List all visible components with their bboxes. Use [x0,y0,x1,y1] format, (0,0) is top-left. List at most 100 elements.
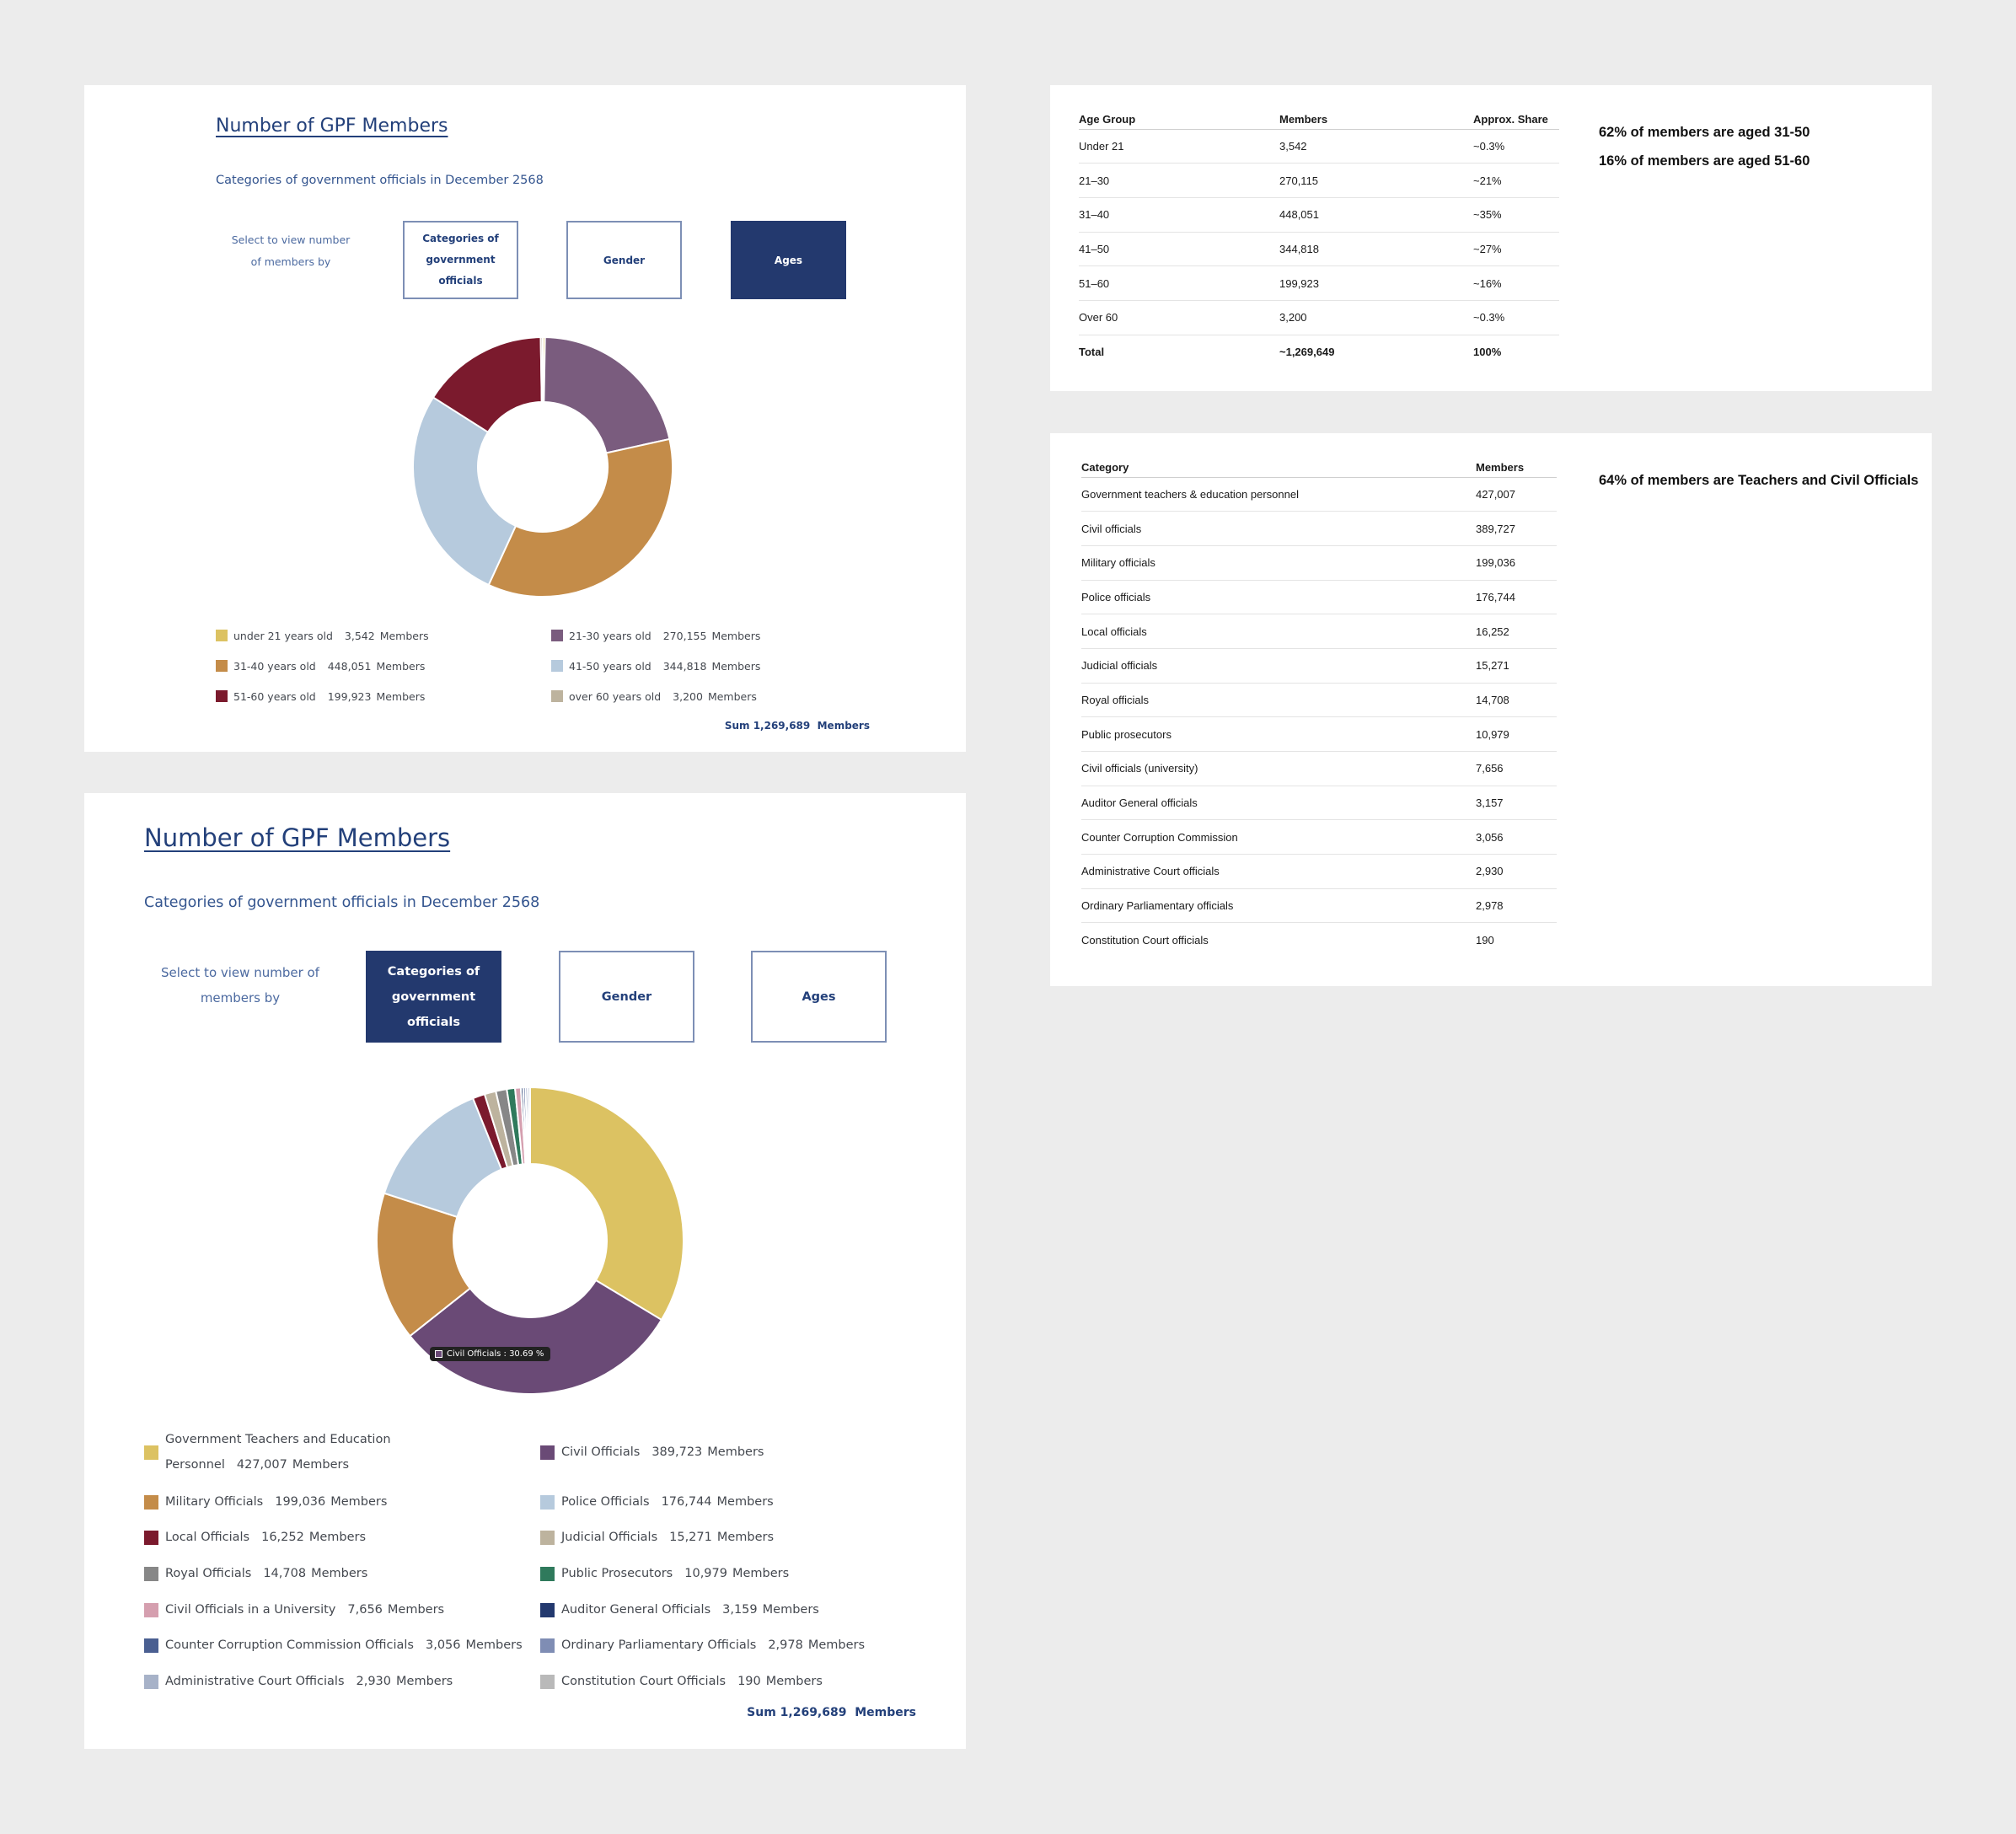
legend-swatch [551,690,563,702]
legend-swatch [216,630,228,641]
column-header: Members [1476,453,1557,478]
table-row: 51–60 199,923 ~16% [1079,265,1559,301]
legend-swatch [144,1675,158,1689]
table-row: Public prosecutors 10,979 [1081,716,1557,752]
table-row: Under 21 3,542 ~0.3% [1079,129,1559,164]
legend-swatch [540,1495,555,1510]
legend-value: 199,923 [327,690,372,703]
sum-total: Sum 1,269,689 Members [747,1706,916,1719]
table-cell: 344,818 [1279,232,1473,267]
legend-label: Royal Officials [165,1567,252,1580]
legend-label: Constitution Court Officials [561,1675,727,1688]
legend-swatch [144,1445,158,1460]
table-cell: Military officials [1081,545,1476,581]
table-cell: Royal officials [1081,683,1476,718]
table-cell: 31–40 [1079,197,1279,233]
table-cell: Under 21 [1079,129,1279,164]
table-row: Constitution Court officials 190 [1081,923,1557,957]
table-cell: Ordinary Parliamentary officials [1081,888,1476,924]
ages-donut-chart [412,335,673,598]
categories-button[interactable]: Categories of government officials [403,221,518,299]
table-header-row: Age Group Members Approx. Share [1079,105,1559,130]
categories-button[interactable]: Categories of government officials [366,951,501,1043]
table-cell: Over 60 [1079,300,1279,335]
legend-label: Local Officials [165,1531,250,1544]
legend-swatch [540,1675,555,1689]
ages-button[interactable]: Ages [751,951,887,1043]
table-row: Police officials 176,744 [1081,580,1557,615]
legend-label: over 60 years old [569,690,662,703]
legend-swatch [144,1638,158,1653]
page-title: Number of GPF Members [216,115,448,137]
legend-item-military: Military Officials 199,036 Members [144,1489,387,1515]
legend-value: 14,708 [263,1567,307,1580]
category-slice-1[interactable] [409,1279,663,1395]
legend-swatch [540,1603,555,1617]
ages-slice-3[interactable] [412,396,517,587]
table-cell: 199,923 [1279,265,1473,301]
legend-label: Military Officials [165,1495,264,1509]
legend-item-royal: Royal Officials 14,708 Members [144,1561,367,1586]
legend-value: 176,744 [661,1495,712,1509]
legend-unit: Members [807,1638,866,1652]
table-row: Counter Corruption Commission 3,056 [1081,819,1557,855]
ages-slice-2[interactable] [487,437,673,598]
legend-swatch [144,1603,158,1617]
table-cell: 41–50 [1079,232,1279,267]
table-cell: 3,200 [1279,300,1473,335]
table-row: Administrative Court officials 2,930 [1081,854,1557,889]
ages-slice-1[interactable] [543,336,671,454]
table-cell: 100% [1473,346,1502,359]
legend-label: Government Teachers and Education Person… [165,1433,391,1472]
legend-unit: Members [762,1603,819,1617]
table-cell: Civil officials [1081,511,1476,546]
category-table-panel: Category Members Government teachers & e… [1050,433,1932,986]
ages-slice-5[interactable] [539,335,544,404]
table-cell: 51–60 [1079,265,1279,301]
table-cell: ~21% [1473,163,1559,198]
legend-item-civil: Civil Officials 389,723 Members [540,1440,764,1465]
table-cell: Public prosecutors [1081,716,1476,752]
table-row: Local officials 16,252 [1081,614,1557,649]
legend-value: 16,252 [261,1531,304,1544]
legend-unit: Members [379,630,429,642]
table-cell: 270,115 [1279,163,1473,198]
category-slice-0[interactable] [529,1086,684,1322]
legend-value: 3,159 [722,1603,758,1617]
legend-item-police: Police Officials 176,744 Members [540,1489,774,1515]
legend-unit: Members [311,1567,368,1580]
table-cell: 3,542 [1279,129,1473,164]
legend-item-teachers: Government Teachers and Education Person… [144,1427,397,1477]
legend-value: 448,051 [327,660,372,673]
column-header: Age Group [1079,105,1279,130]
category-table: Category Members Government teachers & e… [1081,453,1557,957]
table-cell: 21–30 [1079,163,1279,198]
legend-label: Police Officials [561,1495,650,1509]
legend-item-constitution-court: Constitution Court Officials 190 Members [540,1669,823,1694]
select-label: Select to view number of members by [161,965,319,1005]
legend-swatch [540,1445,555,1460]
gender-button[interactable]: Gender [566,221,682,299]
gender-button[interactable]: Gender [559,951,694,1043]
legend-unit: Members [707,1445,764,1459]
tooltip-text: Civil Officials : 30.69 % [447,1349,544,1359]
table-cell: Civil officials (university) [1081,751,1476,786]
legend-unit: Members [308,1531,367,1544]
legend-label: Ordinary Parliamentary Officials [561,1638,757,1652]
table-cell: 448,051 [1279,197,1473,233]
table-header-row: Category Members [1081,453,1557,478]
legend-unit: Members [711,630,761,642]
legend-swatch [216,660,228,672]
legend-value: 7,656 [347,1603,383,1617]
legend-swatch [144,1495,158,1510]
legend-unit: Members [465,1638,523,1652]
tooltip-swatch [435,1350,442,1358]
table-cell: 2,978 [1476,888,1557,924]
table-row: Royal officials 14,708 [1081,683,1557,718]
table-total-row: Total ~1,269,649 100% [1079,335,1559,369]
table-cell: Administrative Court officials [1081,854,1476,889]
insight-text: 64% of members are Teachers and Civil Of… [1599,473,1919,488]
legend-item-over-60: over 60 years old 3,200 Members [551,690,757,703]
legend-unit: Members [387,1603,445,1617]
ages-button[interactable]: Ages [731,221,846,299]
